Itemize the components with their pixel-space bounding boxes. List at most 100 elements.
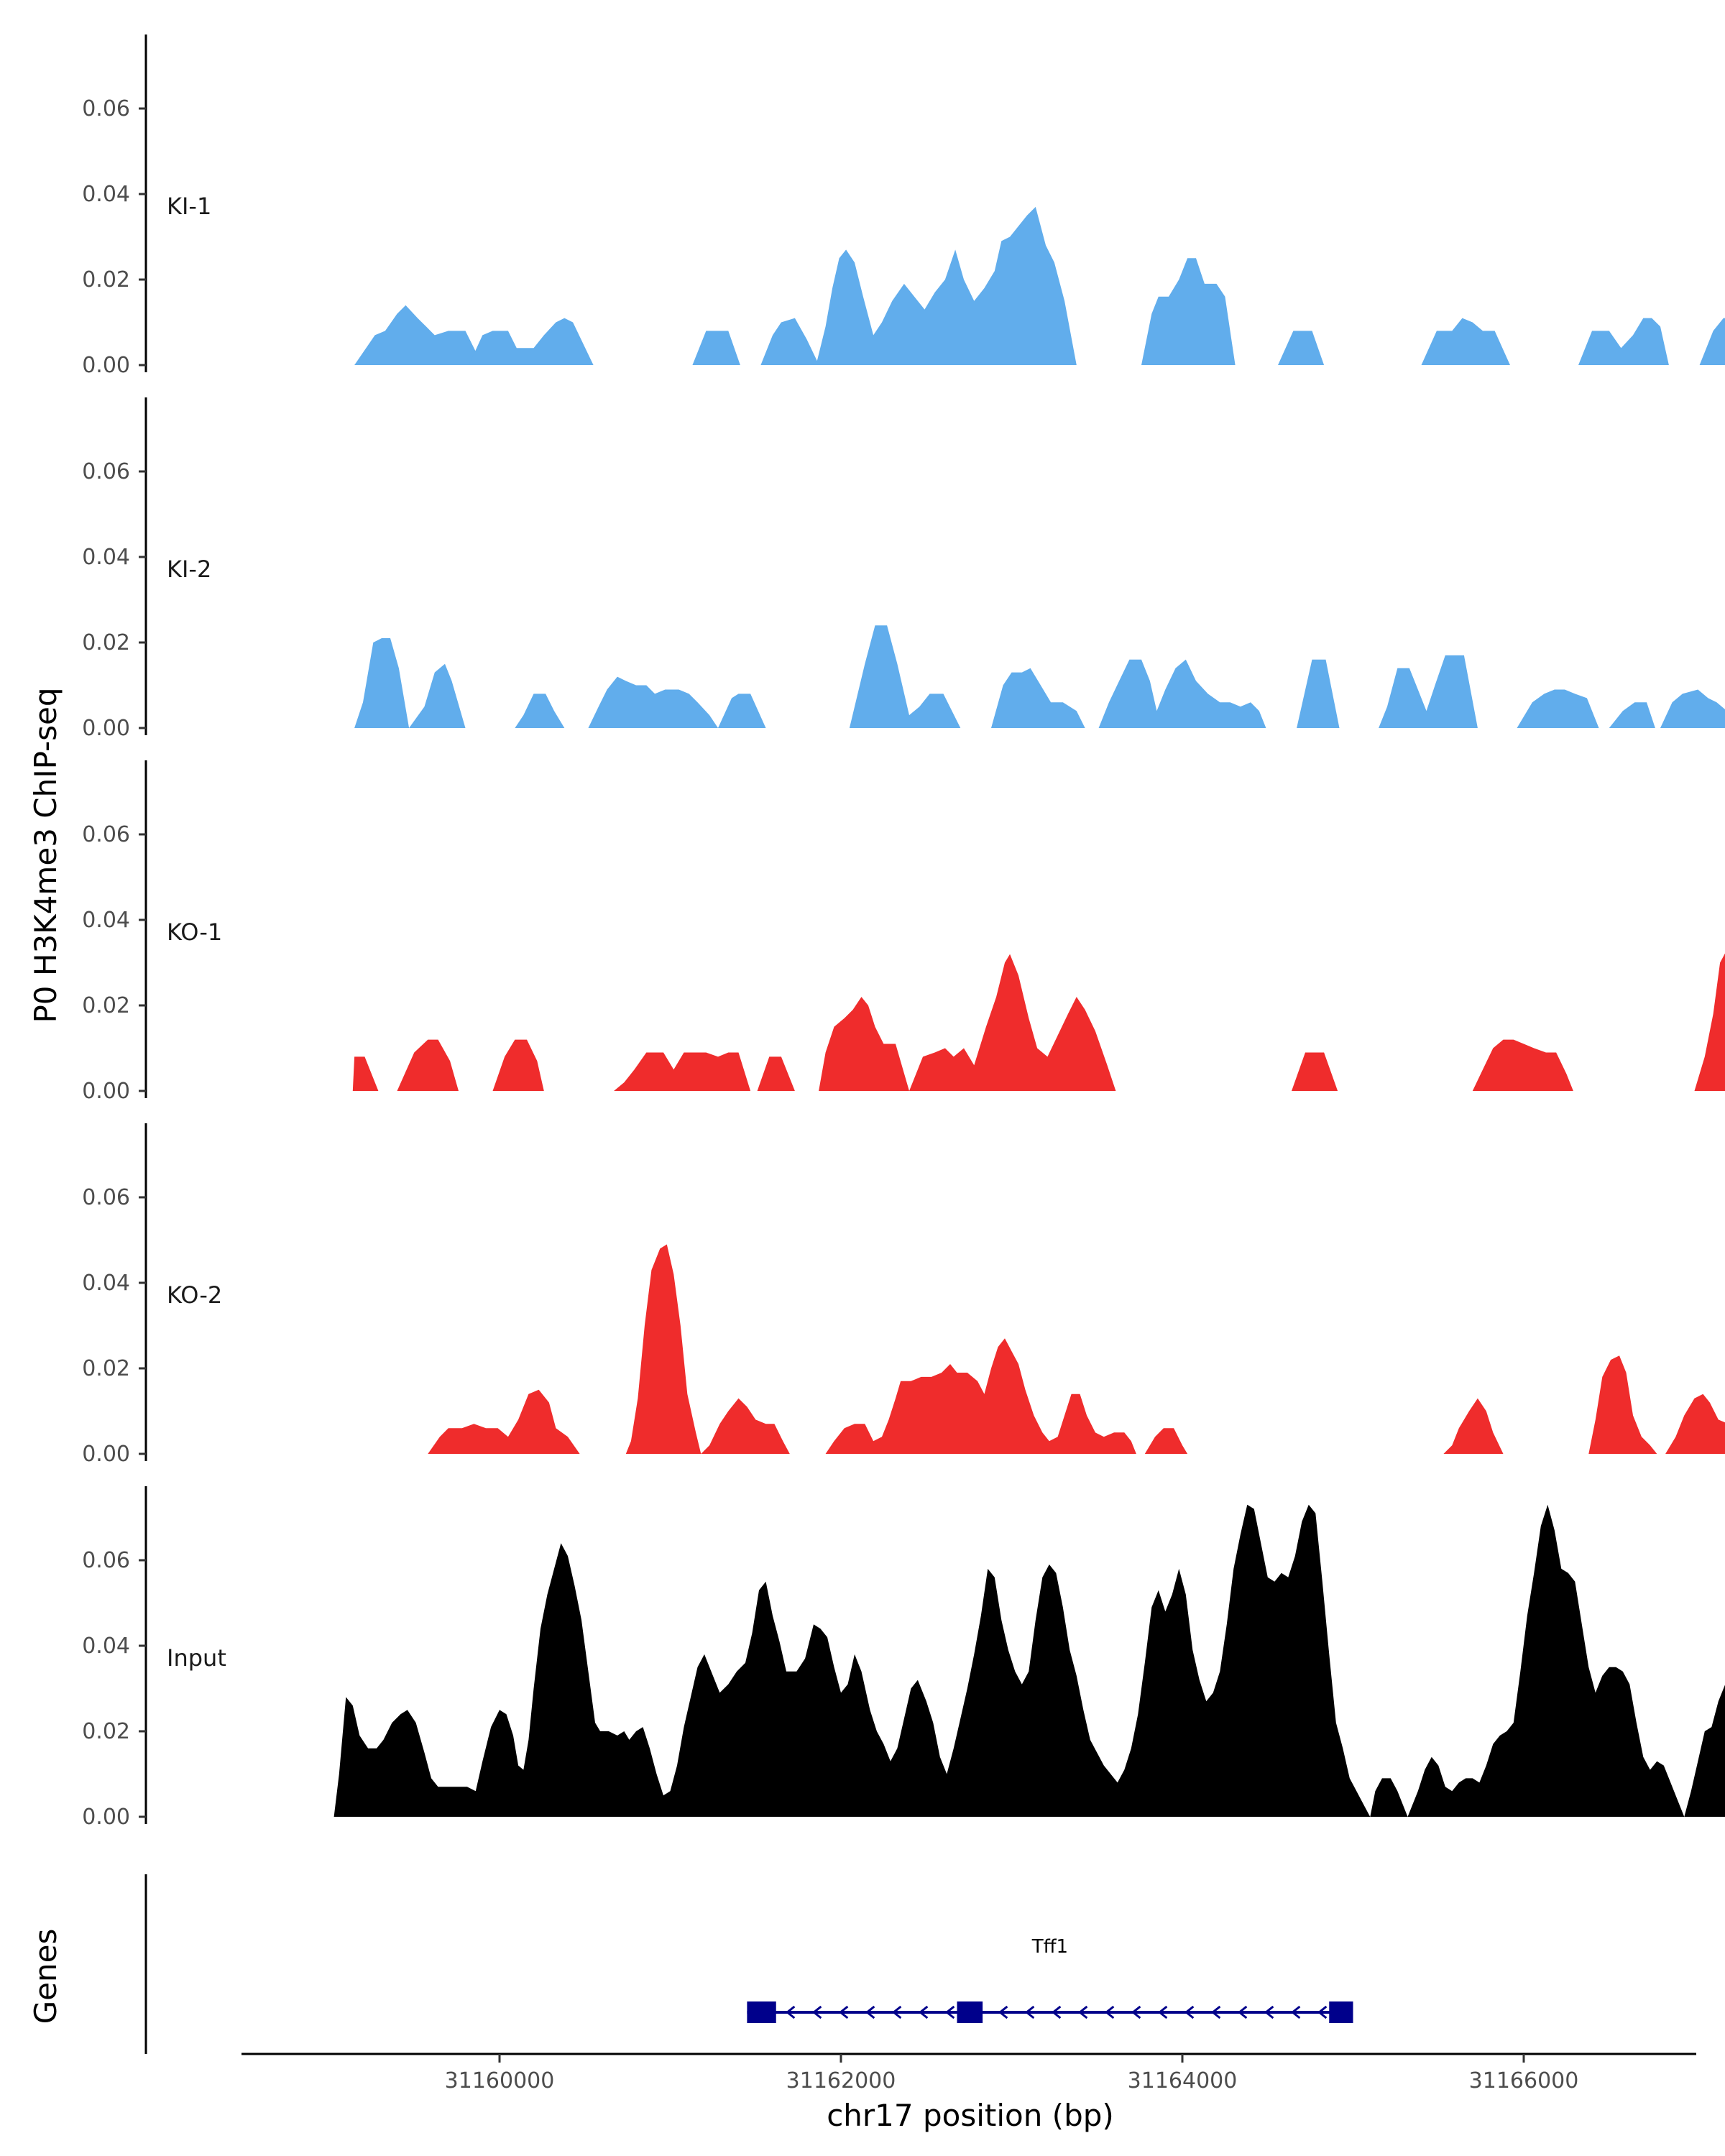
tracks-layer: 0.00 0.02 0.04 0.06 KI-1 0.00 0.02 0.04 0.06 KI-2… [82, 34, 1725, 1830]
coverage-area [354, 305, 483, 365]
coverage-area [515, 694, 565, 728]
coverage-area [469, 318, 594, 365]
strand-arrow [1077, 2005, 1088, 2019]
gene-name-label: Tff1 [1031, 1936, 1068, 1958]
x-axis: 31160000 31162000 31164000 31166000 [242, 2053, 1696, 2093]
y-tick-label: 0.02 [82, 630, 130, 655]
track-label: KI-2 [167, 556, 211, 583]
strand-arrow [1264, 2005, 1274, 2019]
y-tick-label: 0.02 [82, 993, 130, 1018]
x-tick-label: 31164000 [1128, 2068, 1238, 2093]
y-tick-label: 0.00 [82, 353, 130, 378]
strand-arrow [1157, 2005, 1168, 2019]
genes-axis-title: Genes [28, 1929, 63, 2024]
y-tick-label: 0.00 [82, 1442, 130, 1467]
coverage-area [701, 1398, 790, 1454]
coverage-area [1098, 659, 1266, 728]
y-tick-label: 0.02 [82, 267, 130, 292]
coverage-area [819, 997, 909, 1091]
coverage-area [492, 1039, 544, 1091]
coverage-area [1141, 258, 1236, 365]
y-tick-label: 0.00 [82, 1805, 130, 1830]
coverage-area [1699, 318, 1725, 365]
coverage-area [1370, 1778, 1408, 1817]
strand-arrow [1237, 2005, 1248, 2019]
y-tick-label: 0.06 [82, 1185, 130, 1210]
strand-arrow [1210, 2005, 1221, 2019]
track-label: Input [167, 1644, 226, 1672]
y-axis-title: P0 H3K4me3 ChIP-seq [28, 687, 63, 1023]
y-tick-label: 0.06 [82, 822, 130, 847]
x-tick-label: 31160000 [445, 2068, 555, 2093]
coverage-area [1379, 655, 1478, 728]
strand-arrow [918, 2005, 929, 2019]
track-label: KO-2 [167, 1281, 222, 1309]
coverage-area [1694, 953, 1725, 1091]
coverage-area [334, 1504, 1371, 1817]
track-label: KI-1 [167, 193, 211, 220]
x-tick-label: 31166000 [1469, 2068, 1579, 2093]
y-tick-label: 0.04 [82, 182, 130, 207]
coverage-area [428, 1389, 580, 1454]
coverage-area [1407, 1504, 1685, 1817]
coverage-area [1421, 318, 1510, 365]
y-tick-label: 0.04 [82, 1634, 130, 1659]
coverage-area [354, 638, 410, 728]
coverage-area [757, 1056, 795, 1091]
coverage-area [1609, 702, 1655, 728]
coverage-area [397, 1039, 459, 1091]
x-tick-label: 31162000 [786, 2068, 896, 2093]
track-label: KO-1 [167, 918, 222, 946]
coverage-area [909, 954, 1116, 1091]
y-tick-label: 0.04 [82, 1271, 130, 1296]
strand-arrow [1131, 2005, 1141, 2019]
y-tick-label: 0.06 [82, 459, 130, 484]
strand-arrow [1290, 2005, 1301, 2019]
coverage-area [760, 206, 1077, 365]
coverage-area [849, 625, 961, 728]
y-tick-label: 0.00 [82, 1079, 130, 1104]
coverage-area [614, 1052, 751, 1091]
coverage-area [409, 663, 466, 728]
coverage-area [1588, 1355, 1657, 1454]
coverage-area [1472, 1039, 1573, 1091]
strand-arrow [891, 2005, 902, 2019]
coverage-area [1292, 1052, 1338, 1091]
strand-arrow [998, 2005, 1008, 2019]
coverage-area [991, 668, 1085, 728]
coverage-area [825, 1338, 1136, 1454]
track-ko-2: 0.00 0.02 0.04 0.06 KO-2 [82, 1123, 1725, 1467]
coverage-area [718, 694, 766, 728]
y-tick-label: 0.04 [82, 908, 130, 933]
coverage-area [1684, 1685, 1725, 1817]
strand-arrow [1051, 2005, 1062, 2019]
gene-exon [957, 2001, 983, 2023]
y-tick-label: 0.02 [82, 1356, 130, 1381]
track-ki-1: 0.00 0.02 0.04 0.06 KI-1 [82, 34, 1725, 378]
strand-arrow [1104, 2005, 1115, 2019]
strand-arrow [1024, 2005, 1035, 2019]
y-tick-label: 0.02 [82, 1719, 130, 1744]
coverage-area [1660, 689, 1725, 728]
track-input: 0.00 0.02 0.04 0.06 Input [82, 1486, 1725, 1830]
strand-arrow [944, 2005, 955, 2019]
gene-exon [747, 2001, 776, 2023]
strand-arrow [785, 2005, 796, 2019]
coverage-area [1443, 1398, 1504, 1454]
strand-arrow [1317, 2005, 1328, 2019]
coverage-area [588, 676, 718, 728]
coverage-area [1278, 331, 1325, 365]
coverage-area [1665, 1393, 1725, 1454]
coverage-area [1297, 659, 1340, 728]
y-tick-label: 0.00 [82, 716, 130, 741]
coverage-area [352, 1056, 379, 1091]
coverage-area [1144, 1428, 1188, 1454]
y-tick-label: 0.06 [82, 1548, 130, 1573]
coverage-area [1578, 318, 1669, 365]
track-ki-2: 0.00 0.02 0.04 0.06 KI-2 [82, 397, 1725, 741]
coverage-area [692, 331, 740, 365]
y-tick-label: 0.04 [82, 545, 130, 570]
coverage-area [625, 1244, 702, 1454]
